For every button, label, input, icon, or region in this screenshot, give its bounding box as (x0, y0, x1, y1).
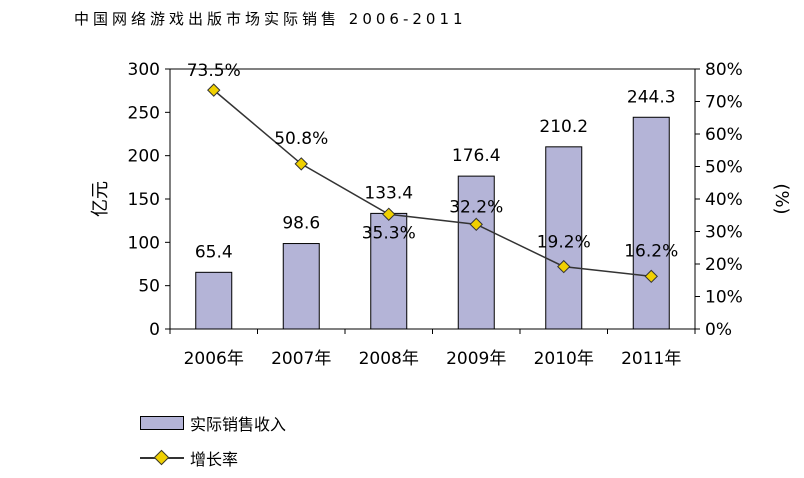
chart-canvas: 0 50 100 150 200 250 300 0% 10% 20% 30% 40% 50% 60% 70… (90, 60, 792, 369)
y-right-tick-label: 0% (705, 320, 732, 340)
y-right-tick-label: 50% (705, 158, 743, 178)
y-right-tick-label: 70% (705, 93, 743, 113)
y-right-tick-label: 60% (705, 125, 743, 145)
y-right-tick-label: 80% (705, 60, 743, 80)
bar-data-label: 210.2 (539, 117, 588, 137)
y-right-axis-title: (%) (771, 183, 792, 214)
bar (457, 175, 495, 330)
growth-line (213, 89, 652, 278)
growth-marker (469, 217, 483, 232)
x-tick-label: 2007年 (271, 349, 331, 369)
bar-data-label: 176.4 (452, 146, 501, 166)
chart-title: 中国网络游戏出版市场实际销售 2006-2011 (74, 10, 467, 28)
y-left-tick-label: 50 (138, 277, 160, 297)
y-right-tick-label: 30% (705, 223, 743, 243)
y-right-tick-label: 20% (705, 255, 743, 275)
growth-marker (557, 259, 571, 274)
y-left-tick-label: 200 (128, 147, 160, 167)
bar (195, 271, 233, 330)
y-left-tick-label: 250 (128, 103, 160, 123)
x-tick-label: 2010年 (534, 349, 594, 369)
bar-data-label: 133.4 (364, 183, 413, 203)
plot-frame (169, 68, 696, 330)
growth-data-label: 32.2% (449, 197, 503, 217)
legend-line-label: 增长率 (190, 450, 239, 469)
legend-item-bar: 实际销售收入 (140, 411, 286, 435)
y-left-tick-label: 150 (128, 190, 160, 210)
y-left-axis-title: 亿元 (90, 181, 111, 217)
bar (282, 243, 320, 330)
growth-marker (207, 83, 221, 97)
bar (545, 146, 583, 330)
growth-data-label: 73.5% (187, 61, 241, 81)
growth-data-label: 35.3% (362, 223, 416, 243)
legend-line-swatch (140, 450, 184, 466)
x-tick-label: 2011年 (621, 349, 681, 369)
bar (632, 116, 670, 330)
growth-data-label: 16.2% (624, 241, 678, 261)
y-left-tick-label: 100 (128, 233, 160, 253)
bar-data-label: 98.6 (282, 214, 320, 234)
legend-bar-swatch (140, 416, 184, 430)
y-right-tick-label: 40% (705, 190, 743, 210)
legend-item-line: 增长率 (140, 446, 238, 470)
bar-data-label: 244.3 (627, 87, 676, 107)
growth-data-label: 50.8% (274, 129, 328, 149)
y-left-tick-label: 300 (128, 60, 160, 80)
growth-marker (294, 157, 308, 171)
growth-marker (644, 269, 658, 284)
growth-data-label: 19.2% (537, 233, 591, 253)
x-tick-label: 2006年 (184, 349, 244, 369)
bar (370, 212, 408, 330)
growth-marker (382, 207, 396, 221)
y-right-tick-label: 10% (705, 288, 743, 308)
x-tick-label: 2008年 (359, 349, 419, 369)
y-left-tick-label: 0 (149, 320, 160, 340)
bar-data-label: 65.4 (195, 242, 233, 262)
legend-bar-label: 实际销售收入 (190, 415, 287, 434)
x-tick-label: 2009年 (446, 349, 506, 369)
